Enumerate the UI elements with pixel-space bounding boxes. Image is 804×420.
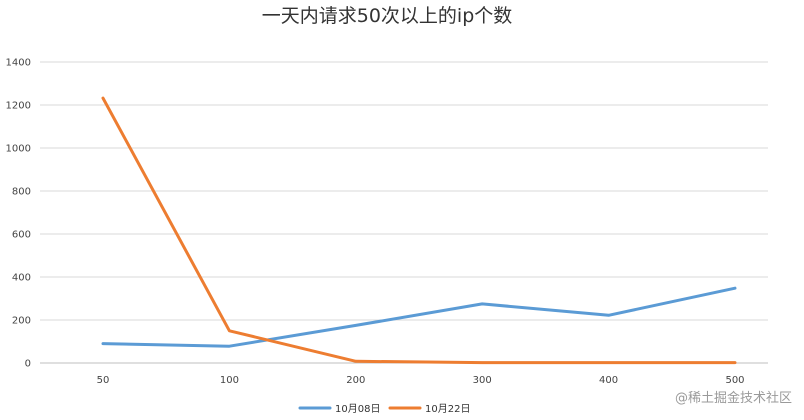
y-tick-label: 1000 (6, 144, 31, 155)
x-tick-label: 100 (220, 375, 239, 386)
series-line-1 (101, 286, 737, 348)
watermark-text: @稀土掘金技术社区 (675, 390, 792, 406)
y-tick-label: 1400 (6, 58, 31, 69)
y-tick-label: 600 (12, 230, 31, 241)
series-line-2 (101, 96, 737, 365)
axes: 0 200 400 600 800 1000 1200 1400 50 100 200 300 400 5… (6, 58, 745, 387)
y-tick-label: 1200 (6, 101, 31, 112)
x-tick-label: 400 (599, 375, 618, 386)
legend: 10月08日 10月22日 (298, 403, 470, 415)
legend-label: 10月22日 (425, 403, 470, 415)
y-tick-label: 0 (25, 359, 31, 370)
x-tick-label: 200 (346, 375, 365, 386)
legend-label: 10月08日 (335, 403, 380, 415)
series-lines (101, 96, 737, 365)
x-tick-label: 300 (473, 375, 492, 386)
gridlines (40, 61, 768, 364)
y-tick-label: 200 (12, 316, 31, 327)
chart-title: 一天内请求50次以上的ip个数 (262, 5, 513, 27)
x-tick-label: 500 (725, 375, 744, 386)
y-tick-label: 400 (12, 273, 31, 284)
y-tick-label: 800 (12, 187, 31, 198)
x-tick-label: 50 (97, 375, 110, 386)
